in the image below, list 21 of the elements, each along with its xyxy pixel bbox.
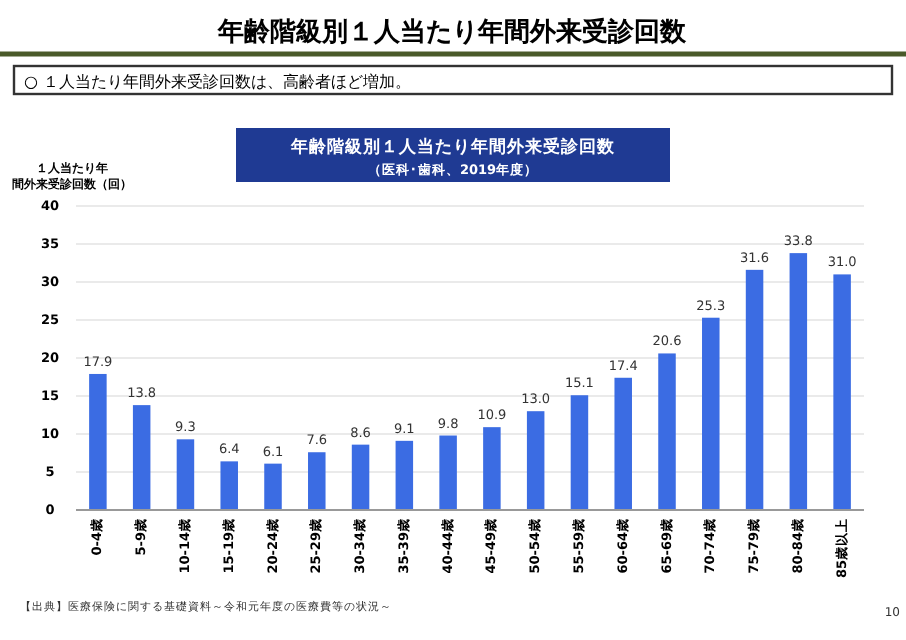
bar (658, 353, 676, 510)
bar (132, 405, 151, 510)
bar (526, 411, 545, 510)
bar (176, 439, 195, 510)
bar (351, 444, 370, 510)
bar (439, 435, 457, 510)
bar (614, 377, 632, 510)
bar (745, 269, 764, 510)
bar (483, 427, 501, 510)
text: ○ １人当たり年間外来受診回数は、高齢者ほど増加。 (24, 73, 412, 91)
bar (833, 274, 851, 510)
bar (264, 463, 282, 510)
bar (570, 395, 589, 510)
bar (702, 317, 720, 510)
bar (220, 461, 238, 510)
bar (395, 440, 414, 510)
bar (308, 452, 326, 510)
chart-subtitle: 年齢階級別１人当たり年間外来受診回数 (289, 136, 617, 158)
bar (789, 253, 808, 510)
chart-title: 年齢階級別１人当たり年間外来受診回数 (216, 16, 688, 48)
bar (89, 373, 107, 510)
